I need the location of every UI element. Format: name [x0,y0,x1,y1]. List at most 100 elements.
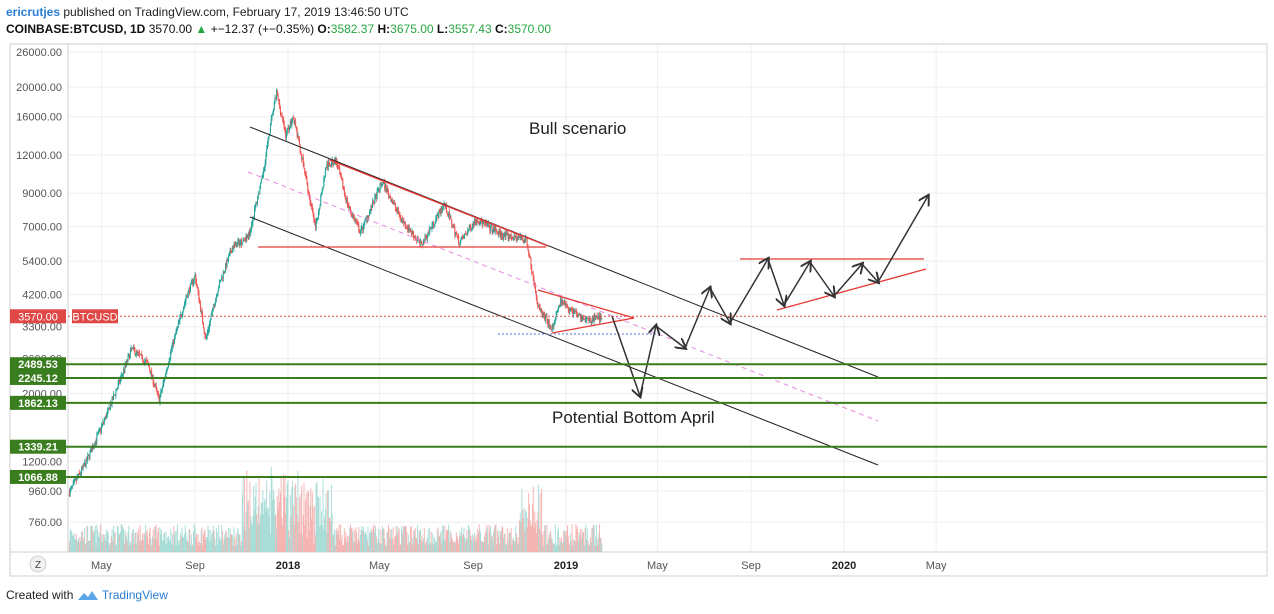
volume-bar [82,540,84,552]
candle-body [329,163,331,166]
candle-body [258,194,260,196]
volume-bar [131,532,133,552]
volume-bar [596,545,598,552]
candle-body [477,220,479,223]
candle-body [270,118,272,124]
volume-bar [80,540,82,552]
candle-body [210,315,212,321]
candle-body [533,278,535,284]
volume-bar [545,545,547,552]
candle-body [115,390,117,396]
volume-bar [391,529,393,552]
candle-body [480,219,482,224]
volume-bar [280,477,282,552]
candle-body [113,394,115,396]
candle-body [579,313,581,316]
volume-bar [397,526,399,552]
candle-body [311,204,313,207]
candle-body [361,226,363,229]
volume-bar [312,506,314,552]
volume-bar [208,530,210,552]
volume-bar [403,525,405,552]
candle-body [586,317,588,320]
volume-bar [221,525,223,552]
candle-body [91,446,93,453]
candle-body [561,300,563,303]
candle-body [221,276,223,279]
volume-bar [413,530,415,552]
volume-bar [234,537,236,552]
candle-body [94,440,96,446]
candle-body [565,304,567,306]
candle-body [260,182,262,189]
volume-bar [180,532,182,552]
candle-body [135,353,137,355]
candle-body [461,236,463,239]
candle-body [73,481,75,483]
candle-body [265,154,267,164]
volume-bar [125,533,127,552]
candle-body [83,464,85,466]
candle-body [295,127,297,130]
volume-bar [563,530,565,552]
author-link[interactable]: ericrutjes [6,5,61,19]
triangle-top-line [537,289,635,319]
price-axis[interactable]: 26000.00 20000.00 16000.00 12000.00 9000.00 7… [16,47,62,529]
volume-bar [453,541,455,552]
zoom-button[interactable]: Z [29,555,47,573]
time-axis[interactable]: May Sep 2018 May Sep 2019 May Sep 2020 May [91,560,947,572]
volume-bar [75,539,77,552]
volume-bar [309,506,311,552]
candle-body [89,451,91,458]
volume-bar [202,534,204,552]
candle-body [386,188,388,193]
candle-body [432,221,434,226]
candle-body [232,247,234,249]
candle-body [327,164,329,168]
volume-bar [83,537,85,552]
volume-bar [572,545,574,552]
candle-body [369,209,371,212]
volume-bar [148,531,150,552]
volume-bar [567,535,569,552]
candle-body [477,222,479,224]
candle-body [376,191,378,200]
volume-bar [599,524,601,552]
volume-bar [592,525,594,552]
candle-body [174,336,176,344]
volume-bar [359,541,361,552]
volume-bar [538,528,540,552]
volume-bar [116,545,118,552]
candle-body [173,340,175,344]
up-arrow-icon: ▲ [195,22,208,36]
volume-bar [333,533,335,552]
candle-body [544,316,546,320]
candle-body [557,310,559,313]
candle-body [482,222,484,226]
candle-body [71,485,73,487]
candle-body [400,217,402,220]
scenario-arrow [861,263,878,282]
candle-body [465,233,467,235]
candle-body [103,421,105,423]
volume-bar [506,528,508,552]
candle-body [432,221,434,226]
candle-body [391,200,393,202]
range-rising-support-line [776,268,927,311]
volume-bar [576,526,578,552]
volume-bar [498,530,500,552]
volume-bar [533,527,535,552]
candle-body [597,317,599,320]
candle-body [78,473,80,477]
trend-drawings [247,126,928,466]
tradingview-link[interactable]: TradingView [101,588,168,602]
volume-bar [362,530,364,552]
candle-body [228,256,230,261]
candle-body [502,236,504,239]
candle-body [190,283,192,292]
candle-body [167,367,169,369]
candle-body [489,227,491,231]
volume-bar [400,544,402,552]
candle-body [196,284,198,289]
